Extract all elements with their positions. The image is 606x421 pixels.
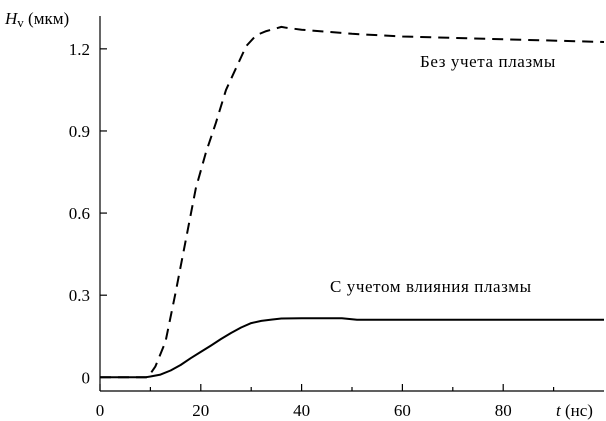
y-axis-subscript: v — [17, 15, 24, 30]
x-ticks: 0 20 40 60 80 — [96, 384, 555, 420]
series-line-no-plasma — [100, 25, 605, 379]
x-tick-label: 20 — [192, 401, 209, 420]
series-label-no-plasma: Без учета плазмы — [420, 52, 556, 71]
series-label-with-plasma: С учетом влияния плазмы — [330, 277, 532, 296]
y-tick-label: 0.9 — [69, 122, 90, 141]
x-axis-symbol: t — [556, 401, 562, 420]
y-axis-label: Hv (мкм) — [4, 9, 69, 30]
x-axis-label: t (нс) — [556, 401, 593, 420]
x-tick-label: 40 — [293, 401, 310, 420]
x-tick-label: 0 — [96, 401, 105, 420]
x-tick-label: 80 — [495, 401, 512, 420]
x-tick-label: 60 — [394, 401, 411, 420]
y-axis-symbol: H — [4, 9, 19, 28]
series-group — [100, 25, 605, 379]
y-tick-label: 1.2 — [69, 40, 90, 59]
y-tick-label: 0.6 — [69, 204, 90, 223]
y-ticks: 0 0.3 0.6 0.9 1.2 — [69, 40, 107, 387]
y-tick-label: 0 — [82, 368, 91, 387]
y-tick-label: 0.3 — [69, 286, 90, 305]
series-line-with-plasma — [100, 317, 604, 379]
y-axis-unit: (мкм) — [28, 9, 69, 28]
x-axis-unit: (нс) — [565, 401, 593, 420]
